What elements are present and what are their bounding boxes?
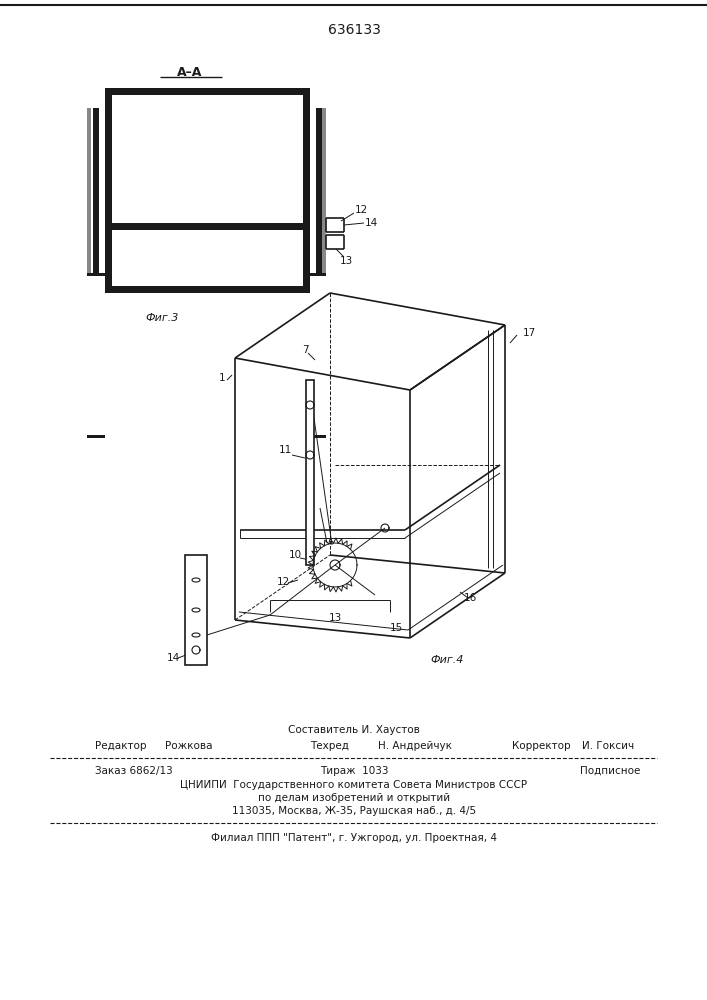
Text: Составитель И. Хаустов: Составитель И. Хаустов	[288, 725, 420, 735]
Text: Н. Андрейчук: Н. Андрейчук	[378, 741, 452, 751]
Text: Фиг.4: Фиг.4	[430, 655, 463, 665]
Bar	[316, 108, 322, 273]
Text: 7: 7	[302, 345, 308, 355]
Bar	[112, 95, 303, 223]
Text: Рожкова: Рожкова	[165, 741, 213, 751]
Text: Редактор: Редактор	[95, 741, 146, 751]
Bar	[112, 230, 303, 293]
Text: Подписное: Подписное	[580, 766, 641, 776]
Ellipse shape	[192, 633, 200, 637]
Text: 636133: 636133	[327, 23, 380, 37]
Text: 13: 13	[328, 613, 341, 623]
Text: 15: 15	[390, 623, 403, 633]
Ellipse shape	[192, 578, 200, 582]
Text: 11: 11	[279, 445, 291, 455]
Text: 17: 17	[523, 328, 536, 338]
Text: 13: 13	[339, 256, 353, 266]
Text: 14: 14	[166, 653, 180, 663]
Bar	[105, 88, 310, 95]
Bar	[87, 435, 105, 438]
Text: И. Гоксич: И. Гоксич	[582, 741, 634, 751]
Bar	[87, 108, 91, 273]
Text: 10: 10	[288, 550, 302, 560]
Bar	[185, 555, 207, 665]
Bar	[306, 380, 314, 565]
Ellipse shape	[192, 608, 200, 612]
Bar	[303, 88, 310, 293]
Text: 113035, Москва, Ж-35, Раушская наб., д. 4/5: 113035, Москва, Ж-35, Раушская наб., д. …	[232, 806, 476, 816]
Bar	[93, 108, 99, 273]
Bar	[87, 273, 105, 276]
Text: 1: 1	[218, 373, 226, 383]
Text: Тираж  1033: Тираж 1033	[320, 766, 388, 776]
Bar	[105, 88, 112, 293]
Text: Заказ 6862/13: Заказ 6862/13	[95, 766, 173, 776]
Text: ЦНИИПИ  Государственного комитета Совета Министров СССР: ЦНИИПИ Государственного комитета Совета …	[180, 780, 527, 790]
Text: Техред: Техред	[310, 741, 349, 751]
Text: Корректор: Корректор	[512, 741, 571, 751]
Bar	[310, 435, 326, 438]
Text: Филиал ППП "Патент", г. Ужгород, ул. Проектная, 4: Филиал ППП "Патент", г. Ужгород, ул. Про…	[211, 833, 497, 843]
Bar	[322, 108, 326, 273]
Text: 12: 12	[276, 577, 290, 587]
Text: А–А: А–А	[177, 66, 203, 79]
Bar	[112, 223, 303, 230]
Text: 14: 14	[364, 218, 378, 228]
Text: по делам изобретений и открытий: по делам изобретений и открытий	[258, 793, 450, 803]
Text: 12: 12	[354, 205, 368, 215]
Text: Фиг.3: Фиг.3	[145, 313, 178, 323]
Text: 16: 16	[463, 593, 477, 603]
Bar	[105, 286, 310, 293]
Bar	[310, 273, 326, 276]
